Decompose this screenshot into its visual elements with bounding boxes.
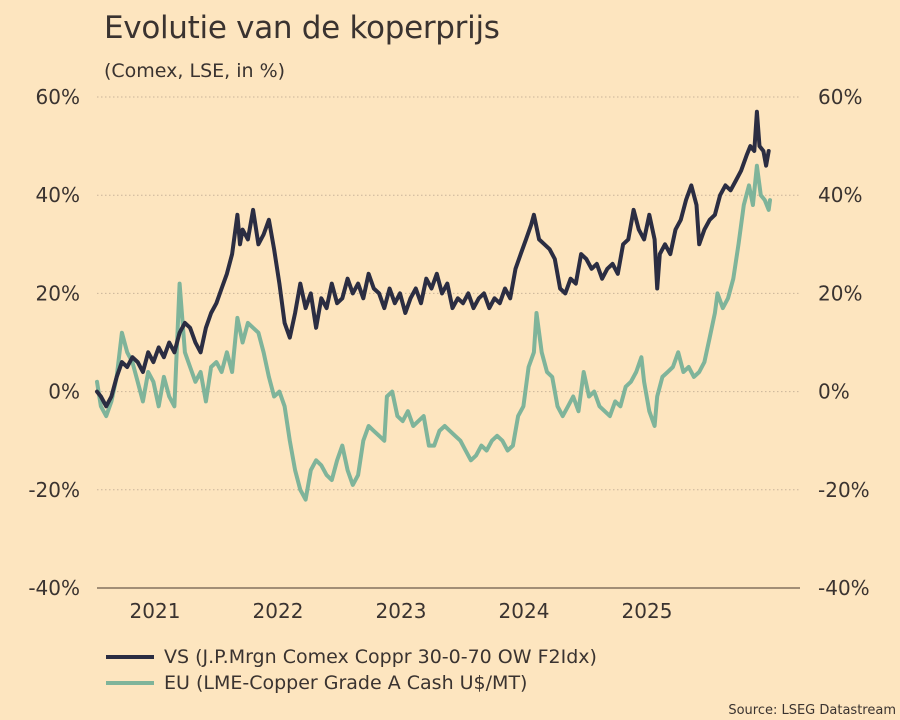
x-tick-label: 2025: [622, 599, 673, 623]
y-tick-label-left: 20%: [36, 281, 80, 305]
chart-title: Evolutie van de koperprijs: [104, 10, 500, 46]
legend: VS (J.P.Mrgn Comex Coppr 30-0-70 OW F2Id…: [106, 644, 597, 696]
y-tick-label-left: 40%: [36, 183, 80, 207]
legend-item-eu: EU (LME-Copper Grade A Cash U$/MT): [106, 670, 597, 696]
legend-swatch-eu: [106, 681, 154, 685]
y-axis-left: 60% 40% 20% 0% -20% -40%: [28, 85, 80, 600]
y-tick-label-right: -40%: [818, 576, 870, 600]
legend-item-vs: VS (J.P.Mrgn Comex Coppr 30-0-70 OW F2Id…: [106, 644, 597, 670]
legend-swatch-vs: [106, 655, 154, 659]
y-tick-label-left: 0%: [48, 380, 80, 404]
y-axis-right: 60% 40% 20% 0% -20% -40%: [818, 85, 870, 600]
series-line-eu: [95, 163, 772, 502]
x-tick-label: 2022: [253, 599, 304, 623]
x-axis: 2021 2022 2023 2024 2025: [130, 599, 673, 623]
y-tick-label-left: -20%: [28, 478, 80, 502]
source-note: Source: LSEG Datastream: [728, 703, 896, 718]
y-tick-label-right: -20%: [818, 478, 870, 502]
x-tick-label: 2021: [130, 599, 181, 623]
y-tick-label-left: -40%: [28, 576, 80, 600]
legend-label-vs: VS (J.P.Mrgn Comex Coppr 30-0-70 OW F2Id…: [164, 646, 597, 668]
series-lines: [95, 109, 772, 502]
gridlines: [97, 96, 800, 589]
series-line-vs: [95, 109, 771, 409]
y-tick-label-right: 60%: [818, 85, 862, 109]
chart-subtitle: (Comex, LSE, in %): [104, 60, 286, 82]
x-tick-label: 2023: [376, 599, 427, 623]
y-tick-label-right: 40%: [818, 183, 862, 207]
y-tick-label-right: 0%: [818, 380, 850, 404]
y-tick-label-left: 60%: [36, 85, 80, 109]
legend-label-eu: EU (LME-Copper Grade A Cash U$/MT): [164, 672, 528, 694]
x-tick-label: 2024: [499, 599, 550, 623]
y-tick-label-right: 20%: [818, 281, 862, 305]
